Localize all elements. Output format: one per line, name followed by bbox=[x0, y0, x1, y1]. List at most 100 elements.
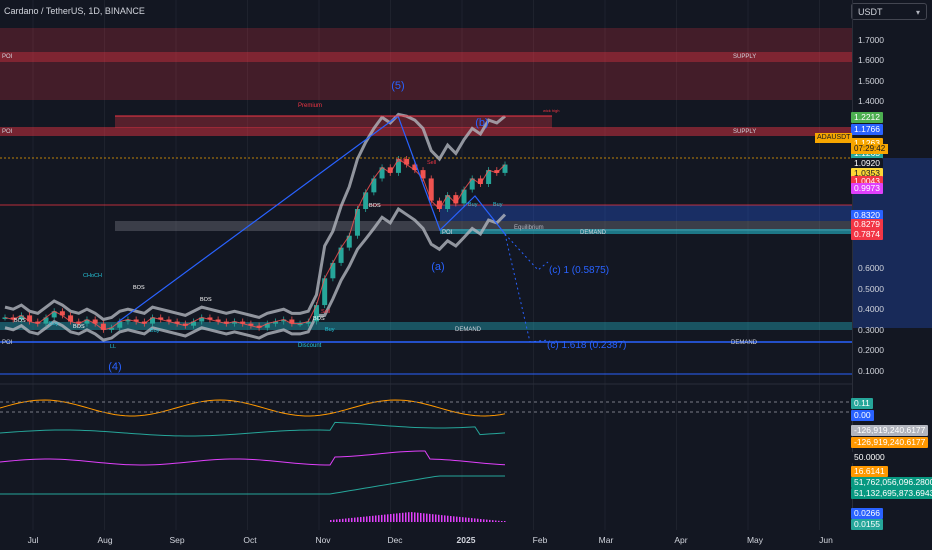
indicator-value-tag: 51,132,695,873.6943 bbox=[851, 488, 932, 499]
price-tick: 0.3000 bbox=[858, 324, 884, 335]
structure-label: BOS bbox=[14, 318, 26, 324]
candle bbox=[207, 317, 213, 320]
indicator-value-tag: 0.11 bbox=[851, 398, 873, 409]
candle bbox=[387, 167, 393, 173]
histogram-bar bbox=[390, 514, 392, 522]
upper-band bbox=[4, 112, 506, 322]
histogram-bar bbox=[402, 512, 404, 522]
candle bbox=[18, 315, 24, 320]
histogram-bar bbox=[369, 516, 371, 522]
demand-label-1: DEMAND bbox=[580, 230, 607, 236]
indicator-value-tag: -126,919,240.6177 bbox=[851, 425, 929, 436]
histogram-bar bbox=[447, 515, 449, 522]
candle bbox=[461, 189, 467, 204]
time-tick: Feb bbox=[532, 535, 548, 545]
structure-label: BOS bbox=[133, 285, 145, 291]
price-tag: 1.0920 bbox=[851, 158, 883, 170]
price-tick: 1.6000 bbox=[858, 55, 884, 66]
candle bbox=[412, 164, 418, 171]
wick-high-label: wick high bbox=[543, 108, 559, 113]
oscillator-1-line bbox=[0, 399, 506, 417]
price-tag: 1.1766 bbox=[851, 124, 883, 136]
histogram-bar bbox=[417, 512, 419, 522]
candle bbox=[92, 319, 98, 324]
candle bbox=[477, 178, 483, 184]
histogram-bar bbox=[336, 519, 338, 522]
histogram-bar bbox=[393, 513, 395, 522]
candle bbox=[223, 321, 229, 324]
time-tick: Jun bbox=[819, 535, 833, 545]
indicator-value-tag: -126,919,240.6177 bbox=[851, 437, 929, 448]
candle bbox=[182, 323, 188, 326]
price-tag: 0.9973 bbox=[851, 183, 883, 195]
candle bbox=[166, 319, 172, 322]
lower-band bbox=[4, 206, 507, 342]
price-tick: 0.5000 bbox=[858, 283, 884, 294]
time-tick: Apr bbox=[674, 535, 688, 545]
histogram-bar bbox=[366, 516, 368, 522]
candle bbox=[428, 178, 434, 201]
currency-label: USDT bbox=[858, 7, 883, 17]
histogram-bar bbox=[441, 515, 443, 522]
candle bbox=[10, 317, 16, 320]
demand-zone-blue bbox=[440, 205, 852, 221]
wave-c-path-1 bbox=[504, 233, 549, 271]
indicator-value-tag: 16.6141 bbox=[851, 466, 888, 477]
candle bbox=[133, 319, 139, 322]
poi-label-3: POI bbox=[442, 230, 453, 236]
histogram-bar bbox=[501, 521, 503, 522]
histogram-bar bbox=[348, 518, 350, 522]
structure-label: Buy bbox=[49, 321, 59, 327]
candle bbox=[313, 305, 319, 322]
currency-selector[interactable]: USDT ▾ bbox=[851, 3, 927, 20]
histogram-bar bbox=[360, 517, 362, 522]
supply-label-1: SUPPLY bbox=[733, 54, 756, 60]
oscillator-3-line bbox=[0, 450, 506, 466]
candle bbox=[240, 321, 246, 324]
wave-b-label: (b) bbox=[475, 117, 488, 129]
histogram-bar bbox=[438, 514, 440, 522]
demand-zone-upper bbox=[440, 229, 852, 234]
price-tick: 1.5000 bbox=[858, 75, 884, 86]
candle bbox=[469, 178, 475, 190]
time-tick: Oct bbox=[243, 535, 257, 545]
candle bbox=[330, 262, 336, 279]
price-tag: 1.0353 bbox=[851, 168, 883, 180]
candle bbox=[158, 317, 164, 320]
time-tick: Sep bbox=[169, 535, 185, 545]
candle bbox=[264, 323, 270, 328]
structure-label: Sell bbox=[321, 309, 330, 315]
candle bbox=[379, 167, 385, 179]
structure-label: Buy bbox=[468, 202, 478, 208]
histogram-bar bbox=[333, 519, 335, 522]
histogram-bar bbox=[465, 517, 467, 522]
structure-label: Buy bbox=[325, 327, 335, 333]
supply-band bbox=[0, 52, 852, 62]
histogram-bar bbox=[471, 518, 473, 522]
wave-a-label: (a) bbox=[431, 261, 444, 273]
histogram-bar bbox=[495, 520, 497, 522]
histogram-bar bbox=[429, 513, 431, 522]
structure-label: CHoCH bbox=[83, 273, 102, 279]
candle bbox=[51, 311, 57, 318]
candle bbox=[256, 325, 262, 328]
indicator-value-tag: 0.00 bbox=[851, 410, 874, 421]
histogram-bar bbox=[354, 517, 356, 522]
histogram-bar bbox=[450, 516, 452, 522]
histogram-bar bbox=[396, 513, 398, 522]
candle bbox=[436, 200, 442, 209]
structure-label: BOS bbox=[369, 203, 381, 209]
time-tick: 2025 bbox=[456, 535, 476, 545]
price-axis[interactable] bbox=[852, 0, 932, 530]
histogram-bar bbox=[432, 514, 434, 522]
histogram-bar bbox=[375, 515, 377, 522]
candle bbox=[445, 195, 451, 209]
price-tick: 1.4000 bbox=[858, 96, 884, 106]
price-tick: 0.2000 bbox=[858, 345, 884, 356]
histogram-bar bbox=[408, 512, 410, 522]
candle bbox=[354, 209, 360, 236]
candle bbox=[43, 317, 49, 324]
wave-5-label: (5) bbox=[391, 80, 404, 92]
oscillator-4-line bbox=[0, 475, 505, 495]
